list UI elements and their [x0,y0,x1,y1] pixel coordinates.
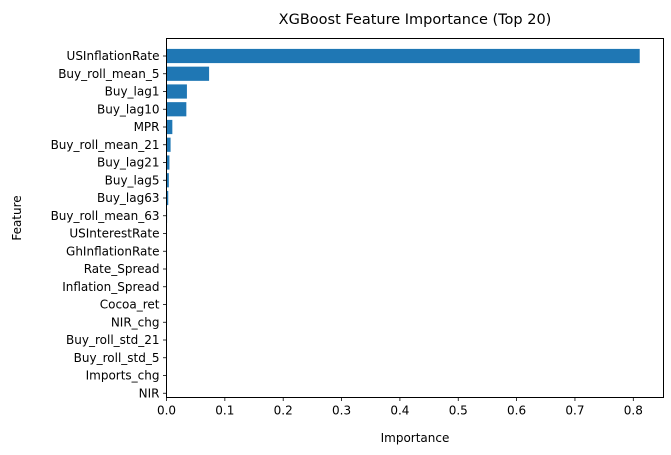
x-tick-label: 0.8 [624,404,643,418]
y-tick-label: Imports_chg [86,369,160,383]
x-tick-label: 0.0 [157,404,176,418]
y-tick-label: Buy_lag1 [105,85,160,99]
x-ticks-group: 0.0 0.1 0.2 0.3 0.4 0.5 0.6 0.7 0.8 [157,397,643,418]
x-tick-label: 0.4 [390,404,409,418]
bar [166,155,170,170]
x-tick-label: 0.1 [215,404,234,418]
y-axis-label: Feature [10,195,24,240]
bar [166,84,187,99]
bar [166,48,640,64]
bar [166,66,210,81]
bar [166,102,187,117]
y-tick-label: USInflationRate [67,49,160,63]
y-tick-label: Inflation_Spread [62,280,159,294]
x-tick-label: 0.6 [507,404,526,418]
y-tick-label: USInterestRate [69,227,159,241]
y-tick-label: Buy_roll_mean_21 [51,138,160,152]
y-tick-label: NIR [139,386,160,400]
x-tick-label: 0.7 [565,404,584,418]
bar [166,119,173,135]
y-tick-label: Rate_Spread [84,262,160,276]
x-tick-label: 0.5 [449,404,468,418]
y-tick-label: Buy_lag5 [105,173,160,187]
x-tick-label: 0.3 [332,404,351,418]
x-tick-label: 0.2 [274,404,293,418]
y-tick-label: MPR [134,120,160,134]
y-tick-label: Buy_roll_mean_63 [51,209,160,223]
x-axis-label: Importance [381,431,450,445]
y-tick-label: Buy_roll_mean_5 [58,67,159,81]
y-tick-label: GhInflationRate [66,244,159,258]
bars-group [166,48,640,383]
y-tick-label: Buy_roll_std_21 [66,333,159,347]
bar [166,190,169,206]
y-tick-label: NIR_chg [111,315,160,329]
chart-title: XGBoost Feature Importance (Top 20) [279,12,552,28]
y-tick-label: Buy_lag63 [97,191,160,205]
y-tick-label: Buy_roll_std_5 [74,351,160,365]
y-ticks-group: USInflationRate Buy_roll_mean_5 Buy_lag1 Bu… [51,49,167,400]
y-tick-label: Buy_lag10 [97,102,160,116]
y-tick-label: Buy_lag21 [97,156,160,170]
bar [166,173,169,188]
y-tick-label: Cocoa_ret [100,298,160,312]
bar [166,137,171,152]
plot-frame [166,38,664,398]
